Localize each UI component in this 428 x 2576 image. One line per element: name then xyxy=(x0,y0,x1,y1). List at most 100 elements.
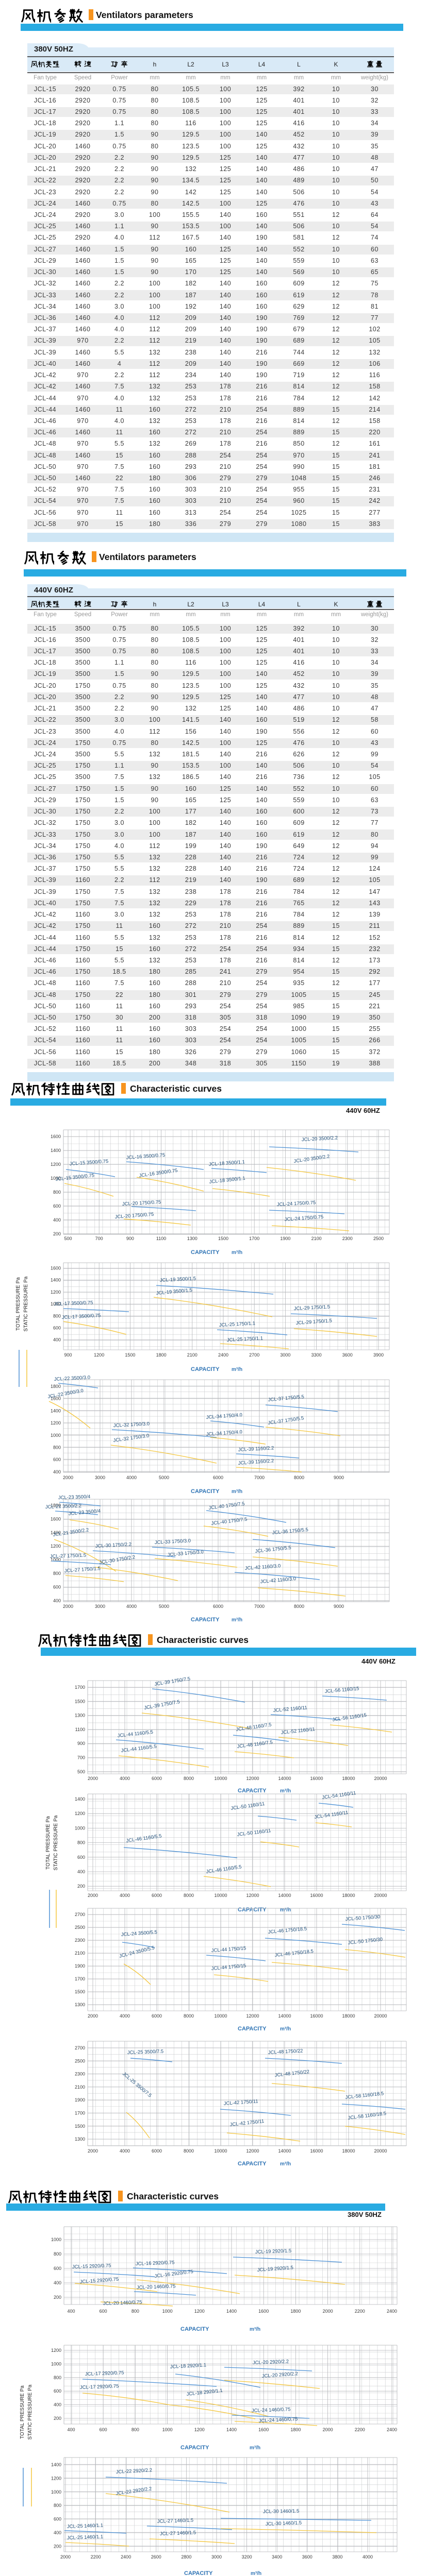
svg-text:1300: 1300 xyxy=(75,2137,85,2142)
svg-text:2000: 2000 xyxy=(63,1604,73,1609)
svg-text:9000: 9000 xyxy=(334,1475,344,1480)
svg-text:1000: 1000 xyxy=(162,2309,173,2314)
svg-text:3600: 3600 xyxy=(302,2554,312,2560)
svg-text:8000: 8000 xyxy=(294,1475,304,1480)
svg-text:500: 500 xyxy=(64,1236,72,1241)
svg-text:2700: 2700 xyxy=(75,2045,85,2050)
svg-text:1200: 1200 xyxy=(51,1420,61,1426)
svg-text:1900: 1900 xyxy=(75,2097,85,2103)
svg-text:JCL-20 1750/0.75: JCL-20 1750/0.75 xyxy=(114,1212,154,1220)
svg-text:2400: 2400 xyxy=(387,2309,397,2314)
svg-text:1000: 1000 xyxy=(75,1825,85,1831)
svg-text:JCL-42 1750/11: JCL-42 1750/11 xyxy=(223,2098,258,2107)
svg-text:1500: 1500 xyxy=(75,1699,85,1704)
svg-text:1200: 1200 xyxy=(51,1544,61,1549)
svg-text:JCL-56 1160/15: JCL-56 1160/15 xyxy=(332,1713,367,1723)
svg-text:JCL-24 1750/0.75: JCL-24 1750/0.75 xyxy=(284,1214,323,1223)
svg-text:3600: 3600 xyxy=(342,1352,353,1358)
svg-text:JCL-39 1160/2.2: JCL-39 1160/2.2 xyxy=(238,1458,274,1466)
svg-text:400: 400 xyxy=(67,2427,75,2432)
svg-text:1400: 1400 xyxy=(51,1530,61,1535)
svg-text:2500: 2500 xyxy=(373,1236,384,1241)
svg-text:1500: 1500 xyxy=(75,2124,85,2129)
svg-text:JCL-46 1750/18.5: JCL-46 1750/18.5 xyxy=(274,1948,314,1958)
svg-text:JCL-34 1750/4.0: JCL-34 1750/4.0 xyxy=(206,1412,242,1420)
svg-text:200: 200 xyxy=(54,2416,61,2421)
svg-text:18000: 18000 xyxy=(342,2148,355,2154)
svg-text:18000: 18000 xyxy=(342,2013,355,2019)
svg-text:JCL-24 1750/0.75: JCL-24 1750/0.75 xyxy=(277,1200,316,1208)
svg-text:1100: 1100 xyxy=(75,1727,85,1732)
svg-text:600: 600 xyxy=(100,2427,107,2432)
svg-text:JCL-25 3500/7.5: JCL-25 3500/7.5 xyxy=(121,2071,153,2099)
svg-text:JCL-48 1160/7.5: JCL-48 1160/7.5 xyxy=(236,1722,272,1733)
svg-text:1800: 1800 xyxy=(51,1503,61,1508)
svg-text:JCL-30 1750/2.2: JCL-30 1750/2.2 xyxy=(99,1554,136,1566)
svg-text:JCL-48 1160/7.5: JCL-48 1160/7.5 xyxy=(237,1740,273,1750)
svg-text:m³/h: m³/h xyxy=(280,1788,291,1794)
svg-text:20000: 20000 xyxy=(374,2013,387,2019)
svg-text:400: 400 xyxy=(53,1337,61,1343)
svg-text:3000: 3000 xyxy=(280,1352,290,1358)
svg-text:JCL-44 1750/15: JCL-44 1750/15 xyxy=(211,1945,246,1954)
svg-text:600: 600 xyxy=(77,1855,85,1860)
svg-text:JCL-20 1460/0.75: JCL-20 1460/0.75 xyxy=(103,2299,142,2307)
svg-text:CAPACITY: CAPACITY xyxy=(191,1617,220,1623)
svg-text:1300: 1300 xyxy=(187,1236,197,1241)
svg-text:200: 200 xyxy=(54,2295,61,2300)
svg-text:JCL-18 3500/1.1: JCL-18 3500/1.1 xyxy=(209,1176,245,1185)
svg-text:1600: 1600 xyxy=(258,2309,269,2314)
svg-text:1400: 1400 xyxy=(226,2309,237,2314)
svg-text:2400: 2400 xyxy=(387,2427,397,2432)
svg-text:20000: 20000 xyxy=(374,2148,387,2154)
svg-text:JCL-54 1160/11: JCL-54 1160/11 xyxy=(314,1810,349,1820)
svg-text:6000: 6000 xyxy=(213,1604,223,1609)
svg-text:m³/h: m³/h xyxy=(232,1489,242,1495)
svg-text:3400: 3400 xyxy=(272,2554,282,2560)
svg-text:600: 600 xyxy=(53,1584,61,1589)
svg-text:JCL-19 2920/1.5: JCL-19 2920/1.5 xyxy=(257,2265,293,2273)
svg-text:JCL-52 1160/11: JCL-52 1160/11 xyxy=(273,1705,307,1714)
svg-text:4000: 4000 xyxy=(120,1776,130,1781)
svg-text:12000: 12000 xyxy=(246,2148,259,2154)
svg-text:12000: 12000 xyxy=(246,1893,259,1898)
svg-text:1000: 1000 xyxy=(51,1176,61,1181)
svg-text:JCL-25 1460/1.1: JCL-25 1460/1.1 xyxy=(67,2523,104,2530)
svg-text:JCL-37 1750/5.5: JCL-37 1750/5.5 xyxy=(268,1415,304,1426)
svg-text:JCL-25 3500/7.5: JCL-25 3500/7.5 xyxy=(127,2049,164,2056)
svg-text:JCL-16 2920/0.75: JCL-16 2920/0.75 xyxy=(154,2269,193,2279)
svg-text:4000: 4000 xyxy=(120,2013,130,2019)
svg-text:JCL-39 1750/7.5: JCL-39 1750/7.5 xyxy=(154,1676,191,1687)
svg-text:3000: 3000 xyxy=(211,2554,222,2560)
svg-text:JCL-30 1460/1.5: JCL-30 1460/1.5 xyxy=(266,2520,302,2527)
svg-text:JCL-18 2920/1.1: JCL-18 2920/1.1 xyxy=(170,2362,207,2370)
svg-text:400: 400 xyxy=(53,1469,61,1475)
svg-text:JCL-25 1750/1.1: JCL-25 1750/1.1 xyxy=(219,1320,256,1328)
svg-text:1700: 1700 xyxy=(249,1236,259,1241)
svg-text:JCL-30 1750/2.2: JCL-30 1750/2.2 xyxy=(95,1541,132,1549)
svg-text:JCL-27 1460/1.5: JCL-27 1460/1.5 xyxy=(157,2518,194,2524)
svg-text:600: 600 xyxy=(54,2388,61,2394)
svg-text:1800: 1800 xyxy=(290,2427,301,2432)
svg-text:3800: 3800 xyxy=(332,2554,342,2560)
svg-text:600: 600 xyxy=(54,2517,61,2522)
svg-text:JCL-16 3500/0.75: JCL-16 3500/0.75 xyxy=(139,1168,178,1179)
svg-text:900: 900 xyxy=(64,1352,72,1358)
svg-text:1200: 1200 xyxy=(194,2309,205,2314)
svg-text:JCL-24 3500/5.5: JCL-24 3500/5.5 xyxy=(121,1929,157,1938)
svg-text:2200: 2200 xyxy=(91,2554,101,2560)
svg-text:1000: 1000 xyxy=(51,1301,61,1307)
svg-text:1000: 1000 xyxy=(51,2489,61,2495)
svg-text:1400: 1400 xyxy=(226,2427,237,2432)
svg-text:m³/h: m³/h xyxy=(250,2327,260,2332)
svg-text:10000: 10000 xyxy=(214,2148,227,2154)
svg-text:900: 900 xyxy=(126,1236,134,1241)
svg-text:16000: 16000 xyxy=(310,2013,323,2019)
svg-text:800: 800 xyxy=(53,1313,61,1318)
svg-text:2600: 2600 xyxy=(151,2554,161,2560)
svg-text:JCL-50 1750/30: JCL-50 1750/30 xyxy=(345,1914,380,1922)
svg-text:CAPACITY: CAPACITY xyxy=(184,2570,213,2576)
svg-text:600: 600 xyxy=(54,2266,61,2271)
svg-text:JCL-25 1460/1.1: JCL-25 1460/1.1 xyxy=(67,2534,104,2541)
svg-text:1700: 1700 xyxy=(75,2111,85,2116)
